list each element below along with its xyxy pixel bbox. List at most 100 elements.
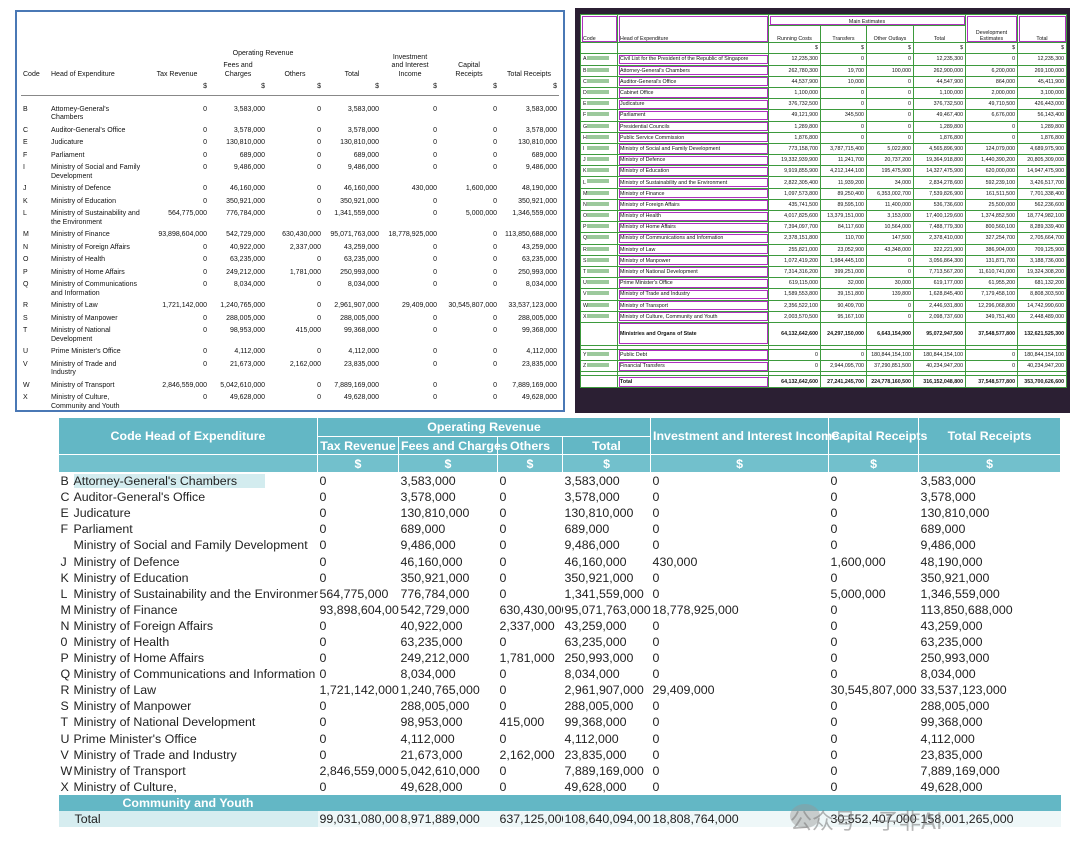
value: 0	[493, 314, 498, 322]
blank	[497, 794, 563, 811]
value: 0	[820, 86, 867, 100]
head: Ministry of Education	[617, 165, 769, 178]
value: 0	[319, 747, 327, 762]
value: 0	[499, 683, 507, 698]
value: 0	[493, 381, 498, 389]
value: 0	[866, 265, 914, 279]
value: 250,993,000	[920, 651, 990, 666]
value: 4,112,000	[526, 348, 558, 355]
column-header: Running Costs	[768, 25, 821, 44]
row: N Ministry of Foreign Affairs 435,741,500 8…	[580, 198, 1068, 212]
value: 0	[319, 554, 327, 569]
code: F	[580, 109, 618, 122]
row: A Civil List for the President of the Rep…	[580, 53, 1068, 66]
row: Z Financial Transfers 0 2,944,095,700 37,290…	[580, 360, 1068, 373]
group-header: Main Estimates	[767, 13, 967, 27]
value: 19,324,308,200	[1017, 265, 1068, 279]
head: Ministry of Communications and Informati…	[617, 232, 769, 245]
value: 8,034,000	[347, 281, 380, 288]
unit: $	[1017, 42, 1068, 55]
value: 0	[433, 105, 438, 113]
unit: $	[561, 454, 652, 473]
value: 262,900,000	[912, 64, 967, 77]
value: 0	[652, 699, 660, 714]
value: 8,034,000	[920, 667, 976, 682]
source-document: Code Head of Expenditure Operating Revenue…	[15, 10, 565, 412]
value: 0	[499, 586, 507, 601]
value: 542,729,000	[400, 602, 470, 617]
value: 0	[319, 522, 327, 537]
code: R	[23, 302, 29, 309]
head: Ministry of Education	[51, 197, 116, 205]
code: X	[60, 779, 69, 794]
head: Public Service Commission	[617, 131, 769, 144]
code: N	[60, 618, 70, 633]
value: 0	[499, 731, 507, 746]
value: 89,595,100	[820, 198, 867, 212]
value: 689,000	[353, 151, 380, 159]
code: L	[580, 176, 618, 189]
head: Ministry of Health	[51, 256, 106, 263]
value: 93,898,604,000	[158, 231, 207, 238]
value: 0	[652, 651, 660, 666]
row: C Auditor-General's Office 0 3,578,000 0 3,57…	[59, 489, 1061, 505]
code: Q	[60, 667, 71, 682]
value: 6,676,000	[965, 109, 1019, 122]
value: 5,042,610,000	[400, 763, 480, 778]
row: V Ministry of Trade and Industry 0 21,673,0…	[21, 359, 559, 380]
code: C	[580, 75, 618, 88]
row: H Public Service Commission 1,876,800 0 0 1,8…	[580, 131, 1068, 144]
value: 0	[820, 131, 867, 144]
code: A	[580, 53, 618, 66]
value: 2,337,000	[499, 618, 555, 633]
value: 7,314,316,200	[768, 265, 821, 279]
row: L Ministry of Sustainability and the Envi…	[580, 176, 1068, 189]
code: T	[580, 265, 618, 279]
head: Ministry of Transport	[617, 299, 769, 312]
value: 18,774,982,100	[1017, 209, 1068, 223]
band-row: Community and Youth	[58, 794, 1061, 811]
value: 25,500,000	[965, 198, 1019, 212]
row: V Ministry of Trade and Industry 1,589,553…	[580, 288, 1068, 301]
value: 19,332,939,900	[768, 154, 821, 167]
value: 3,583,000	[564, 474, 620, 489]
unit: $	[145, 81, 209, 96]
value: 0	[652, 538, 660, 553]
blank	[49, 81, 145, 96]
value: 0	[317, 381, 321, 389]
value: 130,810,000	[920, 506, 990, 521]
row: R Ministry of Law 1,721,142,000 1,240,765,0…	[21, 300, 559, 313]
value: 130,810,000	[340, 139, 380, 146]
value: 1,600,000	[830, 554, 886, 569]
value: 0	[203, 327, 207, 334]
value: 0	[433, 243, 438, 251]
value: 20,737,200	[866, 154, 914, 167]
value: 0	[652, 506, 660, 521]
value: 130,810,000	[400, 506, 470, 521]
value: 4,112,000	[400, 731, 455, 746]
value: 49,628,000	[521, 394, 558, 401]
unit: $	[398, 454, 498, 473]
value: 24,297,150,000	[820, 321, 867, 346]
head: Ministry of Defence	[51, 185, 111, 192]
value: 98,953,000	[229, 327, 265, 334]
value: 99,368,000	[521, 327, 558, 334]
code: W	[60, 763, 73, 778]
head: Ministry of Transport	[73, 763, 186, 778]
value: 564,775,000	[319, 586, 389, 601]
value: 2,003,570,500	[768, 310, 821, 323]
value: 8,289,339,400	[1017, 221, 1068, 234]
value: 130,810,000	[518, 139, 558, 146]
head: Prime Minister's Office	[51, 348, 121, 355]
value: 2,448,489,000	[1017, 310, 1068, 323]
value: 0	[317, 151, 321, 159]
value: 64,132,642,600	[768, 375, 821, 389]
head: Ministry of Trade and Industry	[51, 360, 117, 377]
head: Ministry of Home Affairs	[73, 651, 205, 666]
head: Parliament	[51, 151, 85, 159]
value: 130,810,000	[226, 139, 265, 146]
value: 9,486,000	[920, 538, 976, 553]
value: 249,212,000	[226, 268, 265, 276]
value: 63,235,000	[920, 634, 983, 649]
code: E	[23, 139, 28, 146]
